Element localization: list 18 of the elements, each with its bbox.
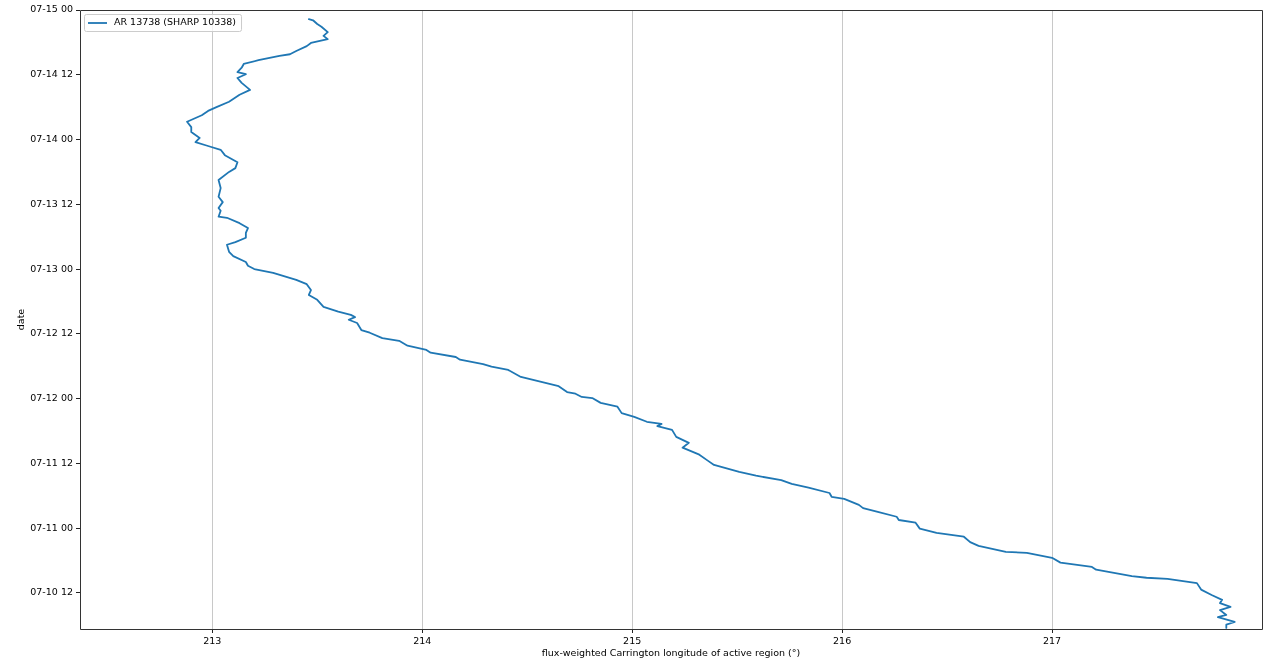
y-tick-label: 07-14 12 bbox=[30, 68, 73, 80]
y-tick-label: 07-14 00 bbox=[30, 132, 73, 144]
x-tick-label: 217 bbox=[1042, 635, 1062, 647]
x-tick-label: 216 bbox=[833, 635, 852, 647]
y-tick-label: 07-11 00 bbox=[30, 521, 73, 533]
y-tick-label: 07-12 12 bbox=[30, 327, 73, 339]
y-tick-label: 07-11 12 bbox=[30, 456, 73, 468]
x-tick-label: 214 bbox=[413, 635, 432, 647]
y-tick-label: 07-12 00 bbox=[30, 392, 73, 404]
y-tick-label: 07-13 00 bbox=[30, 262, 73, 274]
y-tick-label: 07-15 00 bbox=[30, 3, 73, 15]
x-axis-title: flux-weighted Carrington longitude of active region (°) bbox=[541, 646, 801, 658]
y-tick-label: 07-13 12 bbox=[30, 197, 73, 209]
y-axis-title: date bbox=[15, 308, 27, 331]
legend-label: AR 13738 (SHARP 10338) bbox=[114, 16, 237, 28]
x-tick-label: 215 bbox=[623, 635, 642, 647]
y-tick-label: 07-10 12 bbox=[30, 586, 73, 598]
x-tick-label: 213 bbox=[203, 635, 222, 647]
